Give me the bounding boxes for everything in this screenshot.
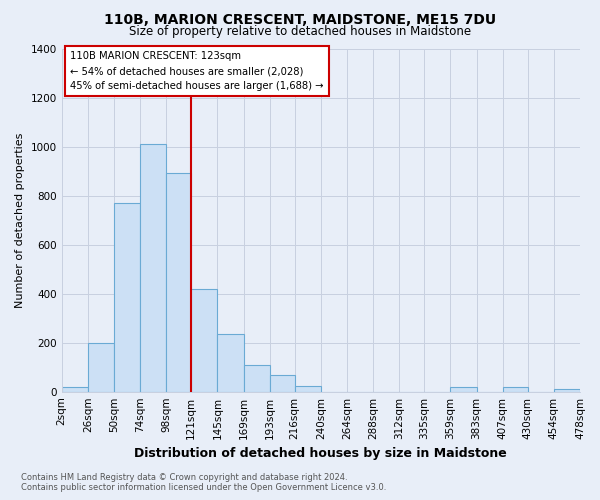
Bar [217, 334, 244, 392]
Bar [62, 387, 88, 392]
Bar [451, 387, 476, 392]
Bar [554, 389, 580, 392]
Bar [166, 172, 191, 392]
Text: Size of property relative to detached houses in Maidstone: Size of property relative to detached ho… [129, 25, 471, 38]
Y-axis label: Number of detached properties: Number of detached properties [15, 132, 25, 308]
Text: 110B MARION CRESCENT: 123sqm
← 54% of detached houses are smaller (2,028)
45% of: 110B MARION CRESCENT: 123sqm ← 54% of de… [70, 51, 324, 91]
Bar [503, 387, 528, 392]
Bar [114, 203, 140, 392]
Text: Contains HM Land Registry data © Crown copyright and database right 2024.
Contai: Contains HM Land Registry data © Crown c… [21, 473, 386, 492]
Bar [140, 144, 166, 392]
Bar [88, 342, 114, 392]
X-axis label: Distribution of detached houses by size in Maidstone: Distribution of detached houses by size … [134, 447, 507, 460]
Bar [295, 386, 321, 392]
Text: 110B, MARION CRESCENT, MAIDSTONE, ME15 7DU: 110B, MARION CRESCENT, MAIDSTONE, ME15 7… [104, 12, 496, 26]
Bar [269, 374, 295, 392]
Bar [191, 289, 217, 392]
Bar [244, 365, 269, 392]
